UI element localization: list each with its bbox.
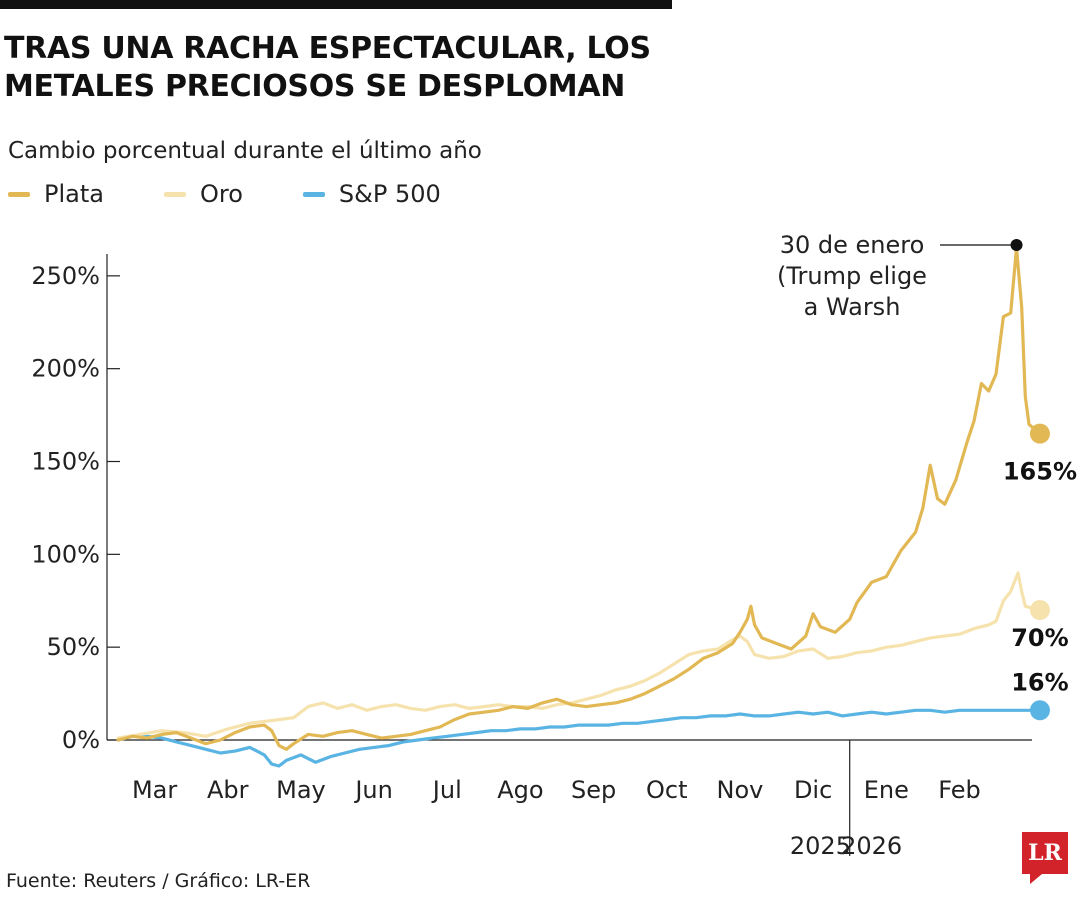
y-tick-label: 250% — [31, 262, 100, 290]
x-tick-label: Ene — [864, 776, 909, 804]
x-tick-label: May — [276, 776, 326, 804]
x-tick-label: Nov — [717, 776, 764, 804]
series-line-plata — [116, 246, 1042, 751]
legend-item-sp500: S&P 500 — [302, 180, 441, 208]
legend-item-plata: Plata — [8, 180, 104, 208]
year-label: 2026 — [841, 832, 902, 860]
y-tick-label: 50% — [47, 633, 100, 661]
end-point-sp500 — [1029, 700, 1050, 721]
chart-subtitle: Cambio porcentual durante el último año — [8, 138, 482, 164]
end-label-oro: 70% — [1011, 624, 1068, 652]
annotation-text: (Trump elige — [777, 262, 927, 290]
legend-label-sp500: S&P 500 — [338, 180, 441, 208]
end-point-oro — [1029, 600, 1050, 621]
series-line-sp500 — [116, 708, 1042, 768]
y-tick-label: 150% — [31, 448, 100, 476]
page-title: TRAS UNA RACHA ESPECTACULAR, LOS METALES… — [4, 31, 651, 104]
x-tick-label: Oct — [646, 776, 688, 804]
x-tick-label: Feb — [938, 776, 981, 804]
x-tick-label: Mar — [132, 776, 177, 804]
x-tick-label: Jul — [431, 776, 462, 804]
x-tick-label: Sep — [571, 776, 616, 804]
annotation-text: a Warsh — [804, 293, 901, 321]
x-tick-label: Abr — [207, 776, 249, 804]
series-line-oro — [116, 571, 1042, 740]
annotation-text: 30 de enero — [780, 231, 925, 259]
y-tick-label: 100% — [31, 540, 100, 568]
legend-swatch-plata — [8, 191, 30, 197]
end-point-plata — [1029, 423, 1050, 444]
top-bar — [0, 0, 672, 9]
x-tick-label: Ago — [497, 776, 543, 804]
legend-item-oro: Oro — [163, 180, 243, 208]
legend-swatch-sp500 — [302, 191, 325, 197]
x-tick-label: Jun — [353, 776, 393, 804]
end-label-sp500: 16% — [1011, 668, 1068, 696]
y-tick-label: 200% — [31, 355, 100, 383]
legend-label-oro: Oro — [199, 180, 243, 208]
source-credit: Fuente: Reuters / Gráfico: LR-ER — [6, 870, 311, 892]
y-tick-label: 0% — [62, 726, 100, 754]
lr-logo: LR — [1022, 832, 1068, 884]
chart-legend: Plata Oro S&P 500 — [8, 180, 501, 208]
x-tick-label: Dic — [794, 776, 832, 804]
legend-swatch-oro — [163, 191, 186, 197]
end-label-plata: 165% — [1003, 458, 1077, 486]
year-label: 2025 — [790, 832, 851, 860]
legend-label-plata: Plata — [44, 180, 104, 208]
